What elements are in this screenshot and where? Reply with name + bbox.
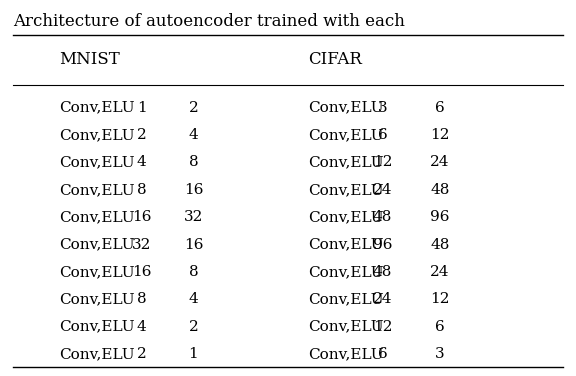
Text: Conv,ELU: Conv,ELU	[59, 101, 134, 115]
Text: Conv,ELU: Conv,ELU	[59, 210, 134, 224]
Text: Conv,ELU: Conv,ELU	[59, 293, 134, 306]
Text: 96: 96	[430, 210, 450, 224]
Text: 8: 8	[188, 265, 198, 279]
Text: 2: 2	[188, 101, 198, 115]
Text: 12: 12	[373, 156, 392, 170]
Text: 48: 48	[373, 265, 392, 279]
Text: 4: 4	[137, 156, 147, 170]
Text: Conv,ELU: Conv,ELU	[308, 347, 384, 361]
Text: Conv,ELU: Conv,ELU	[59, 183, 134, 197]
Text: 24: 24	[430, 156, 450, 170]
Text: Conv,ELU: Conv,ELU	[308, 101, 384, 115]
Text: Conv,ELU: Conv,ELU	[59, 265, 134, 279]
Text: 12: 12	[373, 320, 392, 334]
Text: 8: 8	[137, 183, 147, 197]
Text: Conv,ELU: Conv,ELU	[59, 238, 134, 252]
Text: 6: 6	[378, 347, 388, 361]
Text: Conv,ELU: Conv,ELU	[308, 320, 384, 334]
Text: 4: 4	[137, 320, 147, 334]
Text: Conv,ELU: Conv,ELU	[308, 183, 384, 197]
Text: Conv,ELU: Conv,ELU	[308, 128, 384, 142]
Text: Conv,ELU: Conv,ELU	[308, 210, 384, 224]
Text: 24: 24	[373, 293, 392, 306]
Text: 3: 3	[378, 101, 388, 115]
Text: Conv,ELU: Conv,ELU	[308, 293, 384, 306]
Text: 3: 3	[435, 347, 445, 361]
Text: 96: 96	[373, 238, 392, 252]
Text: MNIST: MNIST	[59, 51, 119, 68]
Text: Conv,ELU: Conv,ELU	[308, 156, 384, 170]
Text: 6: 6	[378, 128, 388, 142]
Text: 1: 1	[137, 101, 147, 115]
Text: 32: 32	[132, 238, 151, 252]
Text: Conv,ELU: Conv,ELU	[59, 156, 134, 170]
Text: CIFAR: CIFAR	[308, 51, 362, 68]
Text: 8: 8	[137, 293, 147, 306]
Text: 12: 12	[430, 293, 450, 306]
Text: 16: 16	[132, 210, 151, 224]
Text: Conv,ELU: Conv,ELU	[59, 347, 134, 361]
Text: 6: 6	[435, 101, 445, 115]
Text: Conv,ELU: Conv,ELU	[59, 128, 134, 142]
Text: 2: 2	[137, 128, 147, 142]
Text: 24: 24	[430, 265, 450, 279]
Text: Conv,ELU: Conv,ELU	[308, 265, 384, 279]
Text: 6: 6	[435, 320, 445, 334]
Text: 32: 32	[184, 210, 203, 224]
Text: 8: 8	[188, 156, 198, 170]
Text: 16: 16	[184, 238, 203, 252]
Text: 16: 16	[184, 183, 203, 197]
Text: 1: 1	[188, 347, 198, 361]
Text: 2: 2	[137, 347, 147, 361]
Text: 12: 12	[430, 128, 450, 142]
Text: 48: 48	[430, 183, 450, 197]
Text: 16: 16	[132, 265, 151, 279]
Text: Conv,ELU: Conv,ELU	[308, 238, 384, 252]
Text: Architecture of autoencoder trained with each: Architecture of autoencoder trained with…	[13, 12, 405, 30]
Text: Conv,ELU: Conv,ELU	[59, 320, 134, 334]
Text: 48: 48	[373, 210, 392, 224]
Text: 24: 24	[373, 183, 392, 197]
Text: 2: 2	[188, 320, 198, 334]
Text: 4: 4	[188, 293, 198, 306]
Text: 48: 48	[430, 238, 450, 252]
Text: 4: 4	[188, 128, 198, 142]
